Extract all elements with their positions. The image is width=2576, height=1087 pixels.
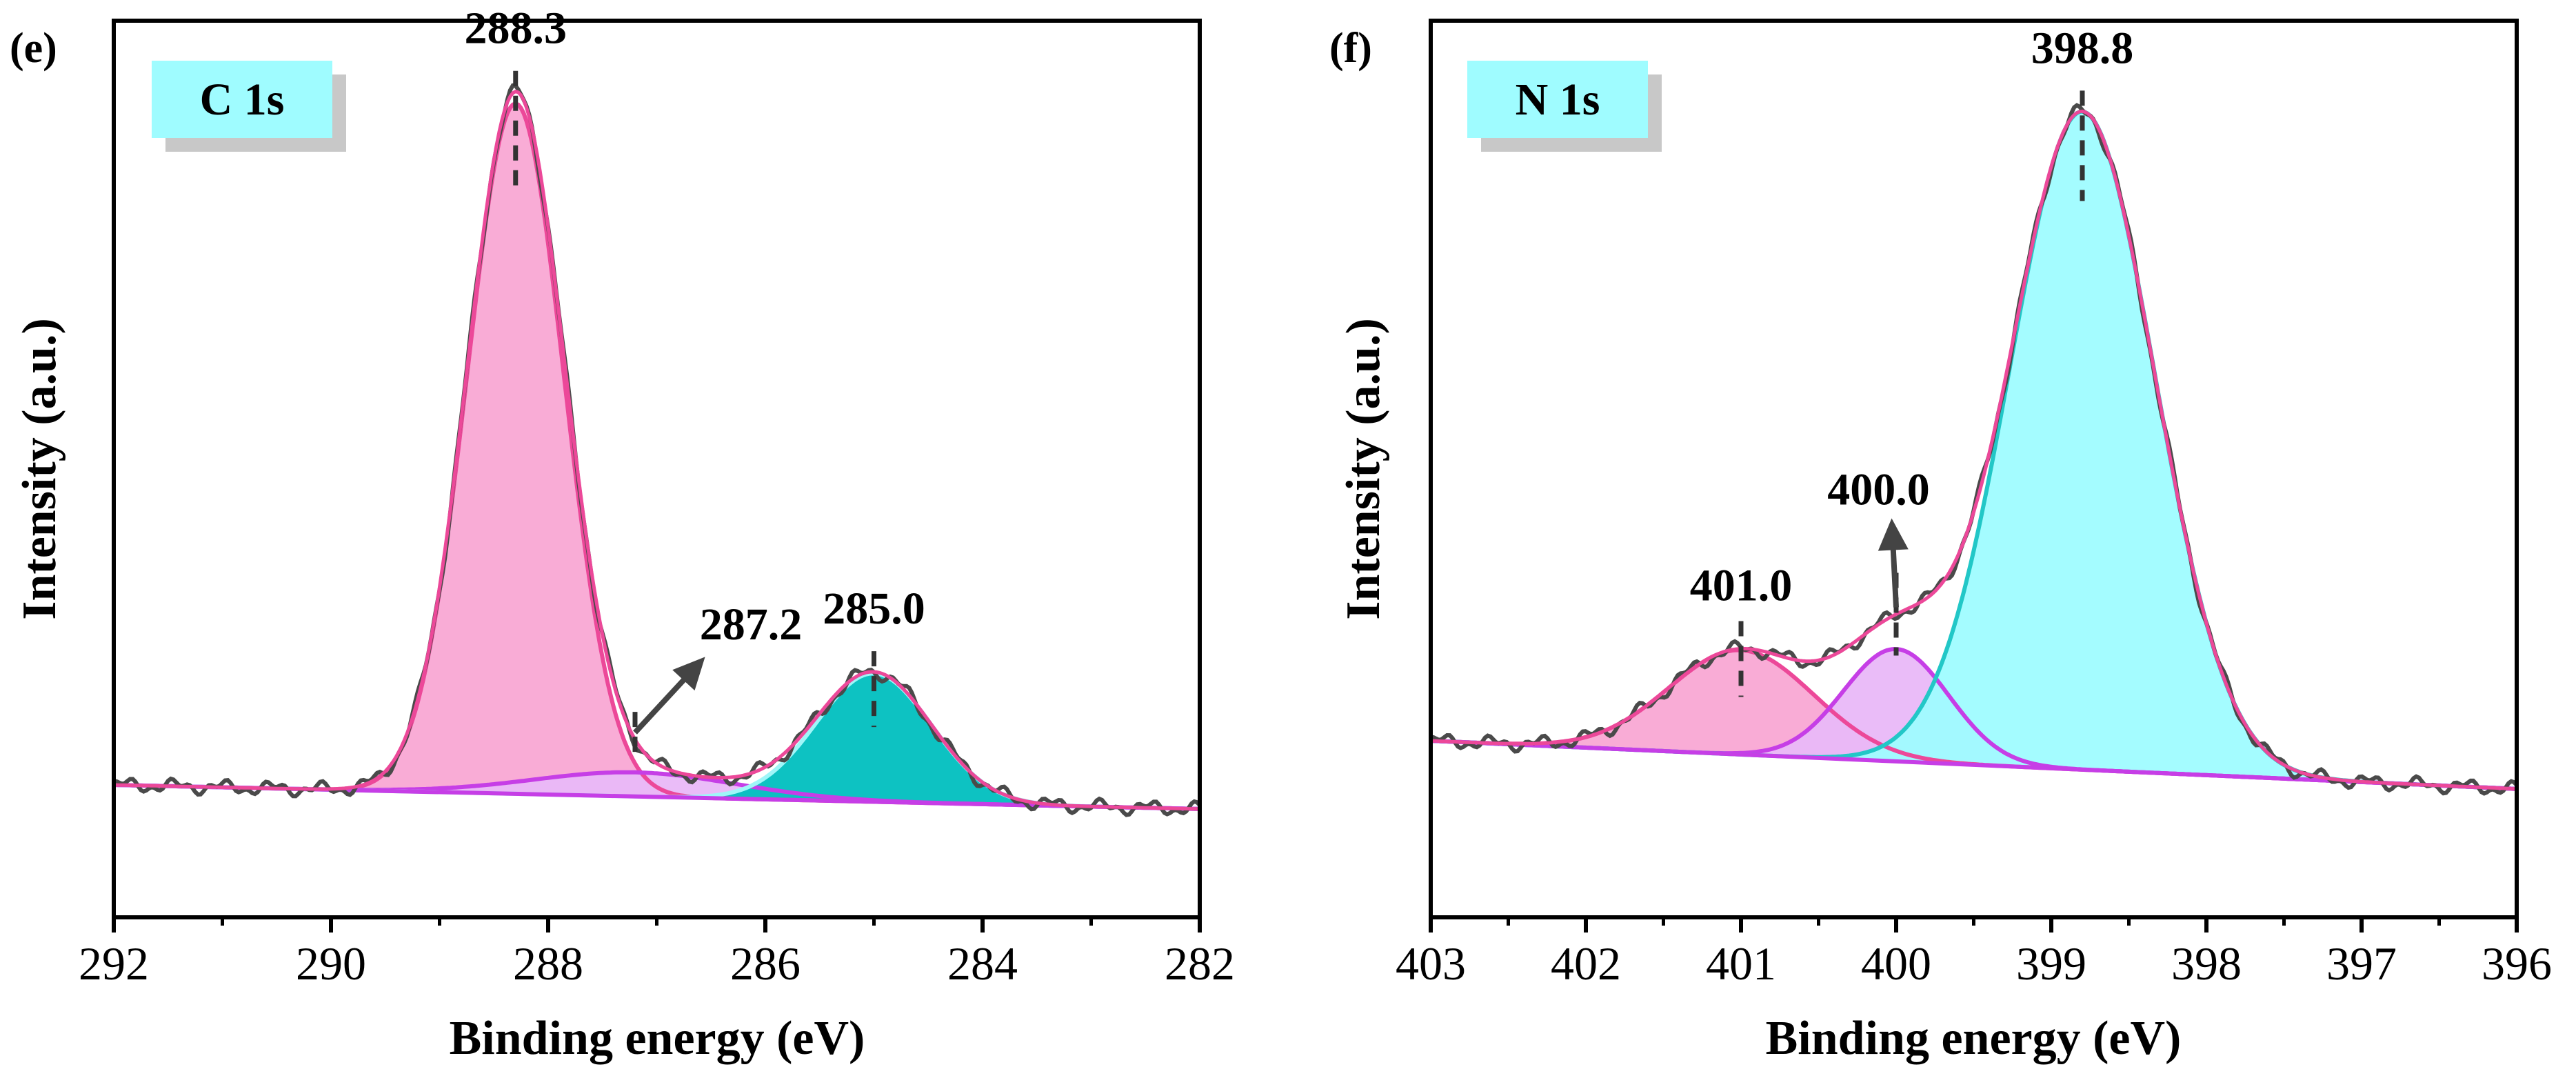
peak-label: 288.3 [465,3,567,54]
peak-label: 287.2 [700,599,803,650]
peak-curve-288.3 [113,101,1200,811]
peak-fill-287.2 [114,772,1200,809]
peak-fill-285.0 [114,673,1200,809]
x-tick-label: 284 [947,937,1018,990]
peak-fill-288.3 [114,103,1200,809]
title-badge [1467,61,1648,138]
x-tick-label: 282 [1165,937,1235,990]
peak-label: 401.0 [1690,561,1793,611]
x-tick-label: 400 [1861,937,1931,990]
title-badge [152,61,332,138]
x-tick-label: 397 [2326,937,2397,990]
y-axis-label: Intensity (a.u.) [13,318,66,620]
peak-label: 285.0 [823,584,925,634]
envelope-curve [113,90,1200,811]
x-axis-label: Binding energy (eV) [450,1012,865,1065]
x-axis-label: Binding energy (eV) [1766,1012,2182,1065]
peak-label: 400.0 [1827,465,1930,515]
plot-area: 292 290 288 286 284 282 C 1s 288.3 287.2 285.0 [79,3,1235,990]
x-tick-label: 396 [2482,937,2552,990]
y-axis-label: Intensity (a.u.) [1337,318,1390,620]
chart-title: C 1s [200,74,285,125]
x-tick-label: 290 [296,937,366,990]
x-tick-label: 398 [2171,937,2242,990]
panel-c1s: (e) 292 290 288 286 284 282 C 1s 288.3 287.2 285.… [10,3,1235,1065]
panel-label: (f) [1329,25,1372,72]
x-tick-label: 288 [513,937,583,990]
x-tick-label: 399 [2016,937,2086,990]
panel-n1s: (f) 403 402 401 400 399 398 397 396 N 1s 401.0 400… [1329,19,2552,1065]
x-tick-label: 286 [730,937,801,990]
x-tick-label: 401 [1706,937,1776,990]
peak-fill-401.0 [1431,650,2517,789]
chart-title: N 1s [1516,74,1600,125]
panel-label: (e) [10,25,57,72]
envelope-curve [1430,109,2517,791]
peak-label: 398.8 [2031,23,2134,73]
peak-arrowhead [672,657,705,691]
x-tick-label: 402 [1551,937,1621,990]
peak-arrowhead [1878,518,1909,551]
x-tick-label: 292 [79,937,149,990]
x-tick-label: 403 [1396,937,1466,990]
plot-area: 403 402 401 400 399 398 397 396 N 1s 401.0 400.0 39… [1396,19,2552,990]
peak-fill-398.8 [1431,111,2517,789]
